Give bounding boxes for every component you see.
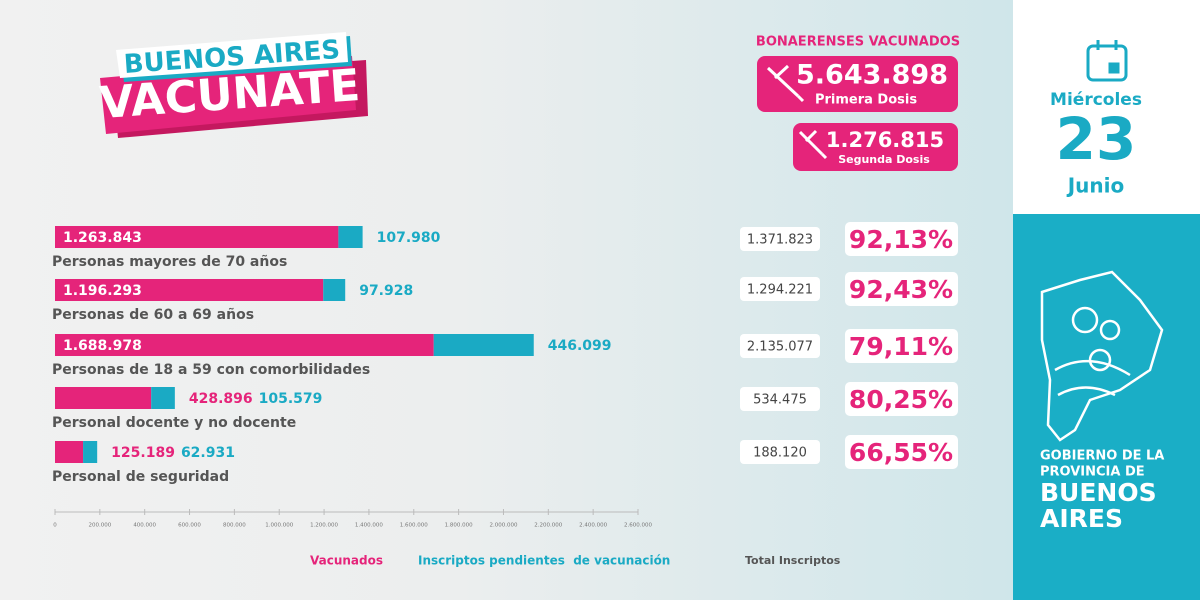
bar-value-label: 105.579 — [259, 391, 323, 407]
bar-value-label: 1.688.978 — [63, 338, 142, 354]
second-dose-value: 1.276.815 — [826, 128, 944, 152]
weekday: Miércoles — [1050, 90, 1142, 110]
province-map-icon — [1040, 270, 1164, 442]
chart: 0 200.000 400.000 600.000 800.000 1.000.000 1.… — [52, 222, 958, 568]
total-value: 2.135.077 — [747, 340, 813, 355]
total-box — [740, 334, 820, 358]
bar-value-label: 97.928 — [359, 283, 413, 299]
percent-box — [845, 435, 958, 469]
bar-segment — [323, 279, 346, 301]
bar-segment — [55, 387, 152, 409]
percent-value: 79,11% — [849, 332, 953, 361]
first-dose-label: Primera Dosis — [815, 93, 917, 108]
legend-entry: Vacunados — [310, 554, 383, 568]
percent-value: 80,25% — [849, 385, 953, 414]
government-line: AIRES — [1040, 504, 1123, 533]
first-dose-box — [757, 56, 958, 112]
bar-value-label: 446.099 — [548, 338, 612, 354]
bar-value-label: 125.189 — [111, 445, 175, 461]
total-value: 534.475 — [753, 393, 807, 408]
side-table-header: Total Inscriptos — [745, 554, 841, 567]
total-box — [740, 277, 820, 301]
x-tick-label: 1.800.000 — [445, 523, 473, 529]
bar-value-label: 62.931 — [181, 445, 235, 461]
x-tick-label: 400.000 — [133, 523, 156, 529]
syringe-icon — [798, 129, 828, 160]
bar-value-label: 1.263.843 — [63, 230, 142, 246]
x-tick-label: 2.400.000 — [579, 523, 607, 529]
bar-segment — [83, 441, 98, 463]
percent-box — [845, 272, 958, 306]
government-line: BUENOS — [1040, 478, 1157, 507]
day: 23 — [1056, 105, 1137, 173]
x-tick-label: 1.200.000 — [310, 523, 338, 529]
bar-segment — [55, 334, 434, 356]
legend-entry: Inscriptos pendientes de vacunación — [418, 554, 670, 568]
category-label: Personas de 18 a 59 con comorbilidades — [52, 362, 370, 378]
month: Junio — [1066, 174, 1125, 198]
summary-title: BONAERENSES VACUNADOS — [756, 35, 960, 50]
total-value: 1.294.221 — [747, 283, 813, 298]
bar-segment — [55, 226, 339, 248]
bar-value-label: 428.896 — [189, 391, 253, 407]
bar-value-label: 1.196.293 — [63, 283, 142, 299]
total-value: 188.120 — [753, 446, 807, 461]
government-line: GOBIERNO DE LA — [1040, 449, 1164, 464]
syringe-icon — [766, 64, 805, 103]
government-panel — [1013, 214, 1200, 600]
category-label: Personal de seguridad — [52, 469, 229, 485]
date-panel — [1013, 0, 1200, 214]
percent-value: 92,43% — [849, 275, 953, 304]
x-tick-label: 1.000.000 — [265, 523, 293, 529]
bar-segment — [151, 387, 175, 409]
percent-value: 92,13% — [849, 225, 953, 254]
total-box — [740, 227, 820, 251]
bar-segment — [433, 334, 534, 356]
x-tick-label: 1.400.000 — [355, 523, 383, 529]
percent-box — [845, 329, 958, 363]
calendar-icon — [1086, 40, 1128, 82]
bar-segment — [55, 441, 84, 463]
first-dose-value: 5.643.898 — [796, 60, 948, 91]
x-tick-label: 2.000.000 — [489, 523, 517, 529]
bar-segment — [338, 226, 363, 248]
category-label: Personal docente y no docente — [52, 415, 296, 431]
second-dose-box — [793, 123, 958, 171]
x-tick-label: 800.000 — [223, 523, 246, 529]
x-tick-label: 2.200.000 — [534, 523, 562, 529]
percent-value: 66,55% — [849, 438, 953, 467]
government-line: PROVINCIA DE — [1040, 465, 1145, 480]
x-tick-label: 2.600.000 — [624, 523, 652, 529]
x-tick-label: 200.000 — [88, 523, 111, 529]
bar-segment — [55, 279, 324, 301]
x-tick-label: 600.000 — [178, 523, 201, 529]
bar-value-label: 107.980 — [377, 230, 441, 246]
total-value: 1.371.823 — [747, 233, 813, 248]
percent-box — [845, 382, 958, 416]
second-dose-label: Segunda Dosis — [838, 153, 930, 166]
logo: BUENOS AIRES VACUNATE — [98, 32, 368, 138]
category-label: Personas mayores de 70 años — [52, 254, 287, 270]
total-box — [740, 387, 820, 411]
category-label: Personas de 60 a 69 años — [52, 307, 254, 323]
x-tick-label: 0 — [53, 523, 57, 529]
x-tick-label: 1.600.000 — [400, 523, 428, 529]
percent-box — [845, 222, 958, 256]
total-box — [740, 440, 820, 464]
